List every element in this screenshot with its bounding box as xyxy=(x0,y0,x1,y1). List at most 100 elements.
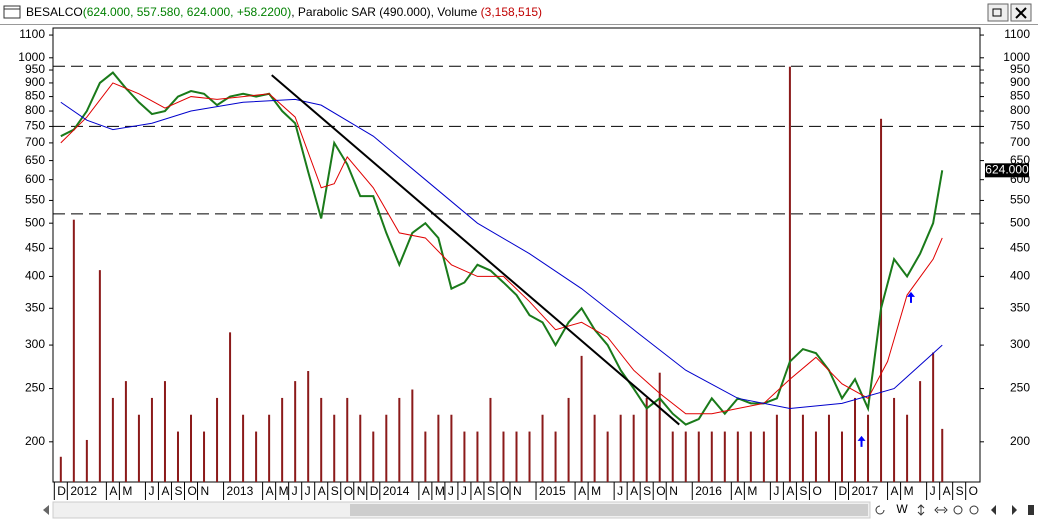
x-tick-label: O xyxy=(187,484,196,498)
volume-bar xyxy=(411,389,414,482)
y-tick-label-right: 950 xyxy=(1010,62,1030,76)
title-volume: , Volume xyxy=(430,5,481,19)
y-tick-label: 1100 xyxy=(19,27,45,41)
volume-bar xyxy=(320,397,323,482)
x-tick-label: J xyxy=(617,484,623,498)
x-tick-label: J xyxy=(292,484,298,498)
volume-bar xyxy=(736,431,739,482)
signal-arrow xyxy=(906,291,915,303)
x-tick-label: M xyxy=(122,484,132,498)
toolbar-nav[interactable] xyxy=(991,505,1034,515)
volume-bar xyxy=(775,414,778,482)
volume-bar xyxy=(229,332,232,482)
x-tick-label: A xyxy=(786,484,794,498)
volume-bar xyxy=(801,414,804,482)
y-tick-label-right: 250 xyxy=(1010,381,1030,395)
x-tick-label: S xyxy=(643,484,651,498)
volume-bar xyxy=(567,397,570,482)
x-tick-label: J xyxy=(461,484,467,498)
volume-bar xyxy=(85,439,88,482)
toolbar-icons[interactable] xyxy=(875,504,948,516)
x-tick-label: A xyxy=(266,484,274,498)
x-tick-label: J xyxy=(930,484,936,498)
x-tick-label: O xyxy=(812,484,821,498)
zoom-in[interactable] xyxy=(969,505,979,515)
x-tick-label: M xyxy=(591,484,601,498)
zoom-out[interactable] xyxy=(953,505,963,515)
toolbar-weekly[interactable]: W xyxy=(896,502,908,516)
volume-bar xyxy=(515,431,518,482)
volume-bar xyxy=(372,431,375,482)
y-tick-label: 200 xyxy=(25,434,45,448)
volume-bar xyxy=(932,352,935,482)
x-tick-label: A xyxy=(474,484,482,498)
volume-bar xyxy=(593,414,596,482)
volume-bar xyxy=(176,431,179,482)
close-icon xyxy=(1015,7,1027,19)
x-tick-label: 2015 xyxy=(539,484,566,498)
moving-average xyxy=(60,98,943,409)
price-line xyxy=(60,71,944,426)
scroll-left[interactable] xyxy=(43,505,49,515)
restore-button[interactable] xyxy=(987,3,1009,22)
volume-bar xyxy=(645,397,648,482)
volume-bar xyxy=(502,431,505,482)
volume-bar xyxy=(941,428,944,482)
x-tick-label: A xyxy=(630,484,638,498)
volume-bar xyxy=(684,431,687,482)
x-tick-label: J xyxy=(305,484,311,498)
volume-bar xyxy=(854,397,857,482)
volume-bar xyxy=(450,414,453,482)
volume-bar xyxy=(437,414,440,482)
y-tick-label: 950 xyxy=(25,62,45,76)
y-tick-label: 700 xyxy=(25,135,45,149)
last-price-label: 624.000 xyxy=(985,162,1029,176)
volume-bar xyxy=(580,355,583,482)
volume-bar xyxy=(385,414,388,482)
x-tick-label: S xyxy=(799,484,807,498)
x-tick-label: 2016 xyxy=(695,484,722,498)
x-tick-label: N xyxy=(201,484,210,498)
y-tick-label: 300 xyxy=(25,337,45,351)
volume-bar xyxy=(255,431,258,482)
volume-bar xyxy=(111,397,114,482)
volume-bar xyxy=(59,456,62,482)
volume-bar xyxy=(72,219,75,482)
y-tick-label: 800 xyxy=(25,103,45,117)
x-tick-label: J xyxy=(148,484,154,498)
volume-bar xyxy=(463,431,466,482)
y-tick-label-right: 400 xyxy=(1010,269,1030,283)
volume-bar xyxy=(762,431,765,482)
y-tick-label-right: 1000 xyxy=(1003,50,1030,64)
scroll-thumb[interactable] xyxy=(350,504,868,516)
plot-area xyxy=(52,27,981,483)
y-tick-label: 750 xyxy=(25,119,45,133)
volume-bar xyxy=(619,414,622,482)
x-tick-label: A xyxy=(891,484,899,498)
x-tick-label: N xyxy=(669,484,678,498)
x-tick-label: D xyxy=(370,484,379,498)
title-volume-value: (3,158,515) xyxy=(480,5,543,19)
volume-bar xyxy=(489,397,492,482)
y-tick-label-right: 800 xyxy=(1010,103,1030,117)
volume-bar xyxy=(216,397,219,482)
x-tick-label: S xyxy=(331,484,339,498)
x-tick-label: A xyxy=(109,484,117,498)
restore-icon xyxy=(992,8,1002,17)
x-tick-label: M xyxy=(904,484,914,498)
volume-bar xyxy=(242,414,245,482)
volume-bar xyxy=(124,381,127,482)
x-tick-label: 2014 xyxy=(383,484,410,498)
signal-arrow xyxy=(857,435,866,447)
y-tick-label-right: 900 xyxy=(1010,75,1030,89)
volume-bar xyxy=(788,66,791,482)
x-tick-label: A xyxy=(161,484,169,498)
x-tick-label: O xyxy=(344,484,353,498)
volume-bar xyxy=(137,414,140,482)
volume-bar xyxy=(528,431,531,482)
x-tick-label: S xyxy=(174,484,182,498)
title-ohlc: (624.000, 557.580, 624.000, +58.2200) xyxy=(82,5,292,19)
y-tick-label-right: 550 xyxy=(1010,193,1030,207)
